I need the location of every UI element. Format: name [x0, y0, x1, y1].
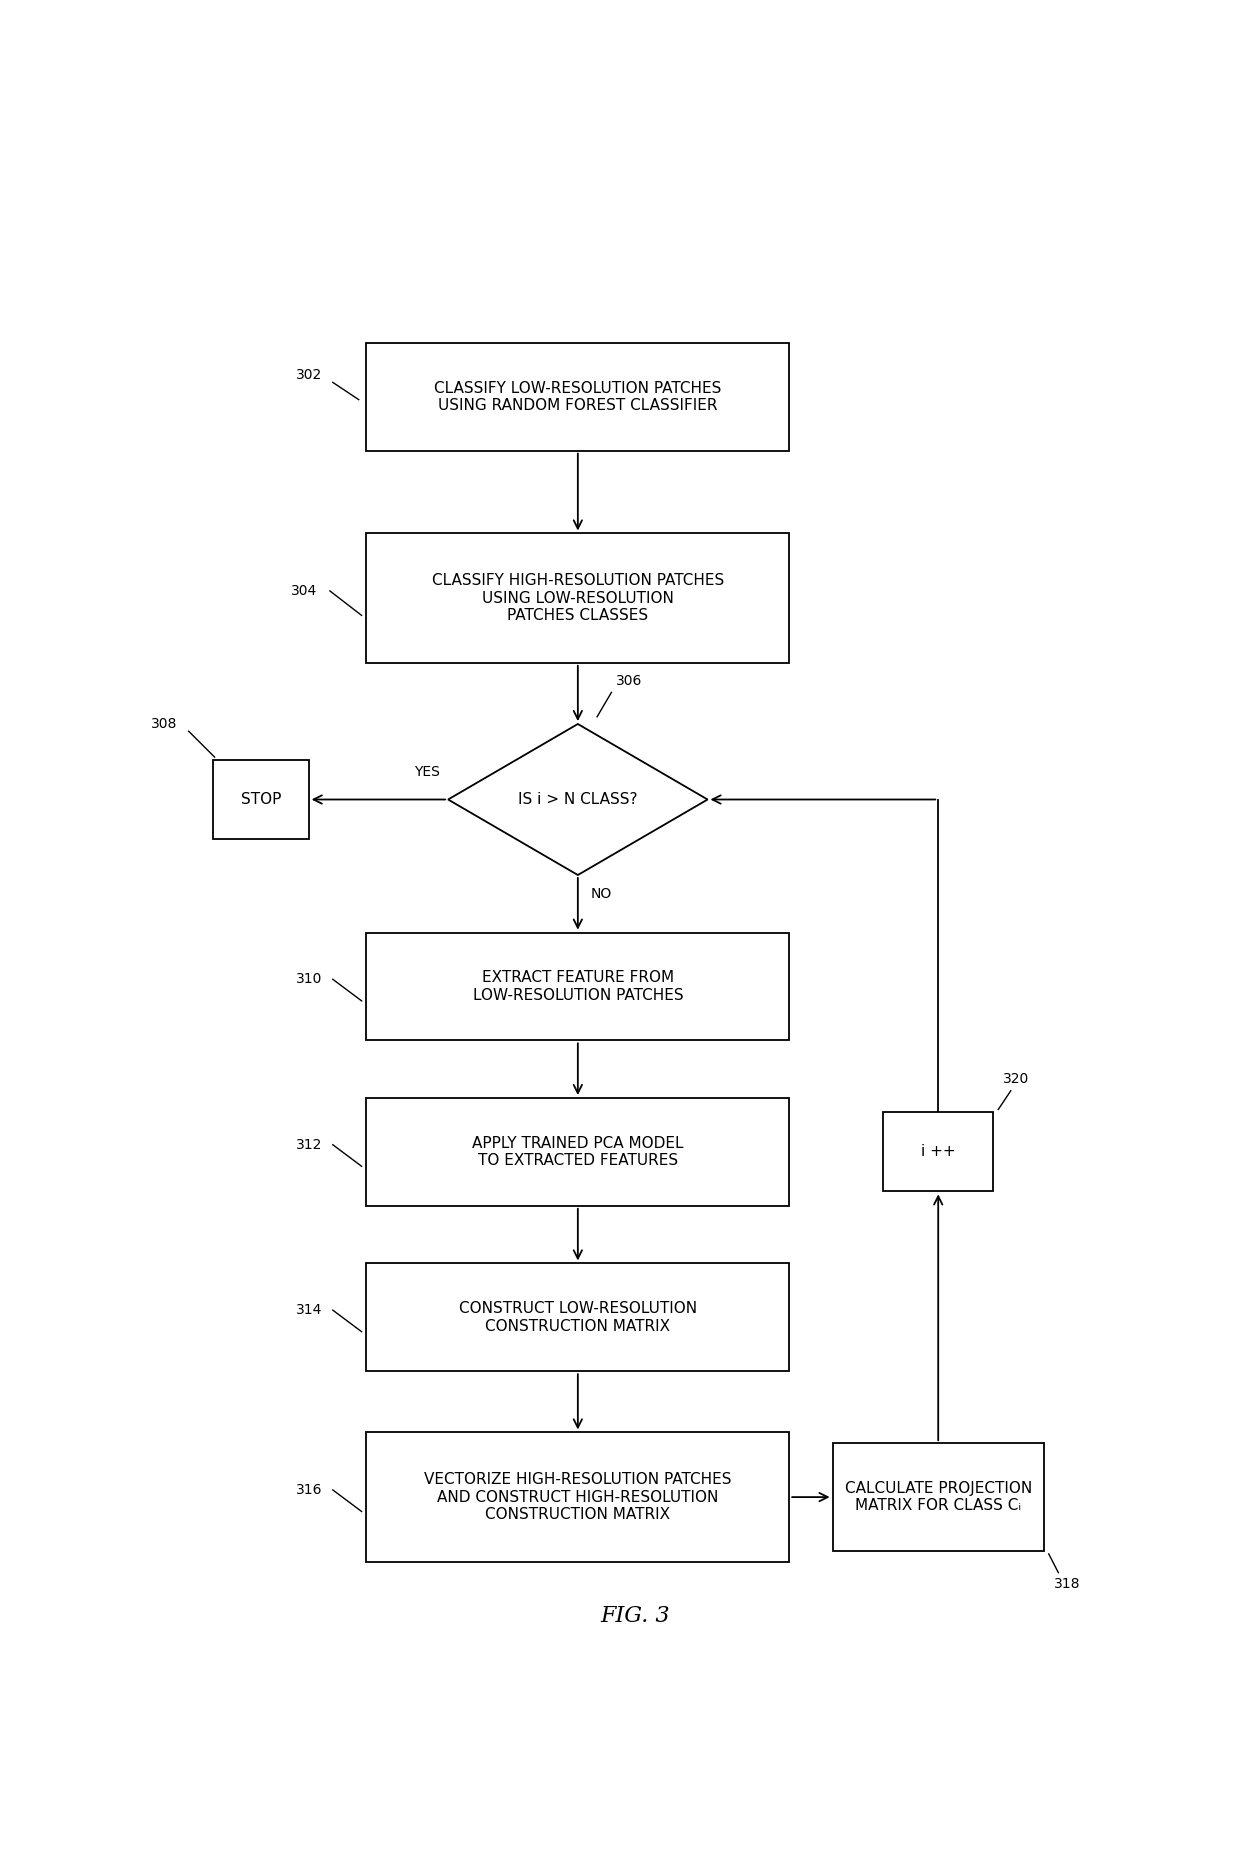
Text: 318: 318	[1054, 1577, 1080, 1592]
Text: CLASSIFY LOW-RESOLUTION PATCHES
USING RANDOM FOREST CLASSIFIER: CLASSIFY LOW-RESOLUTION PATCHES USING RA…	[434, 381, 722, 413]
Text: 306: 306	[616, 674, 642, 687]
Text: 310: 310	[295, 973, 322, 986]
Text: 308: 308	[151, 717, 177, 730]
FancyBboxPatch shape	[367, 1263, 789, 1371]
Text: 314: 314	[295, 1304, 322, 1317]
Text: EXTRACT FEATURE FROM
LOW-RESOLUTION PATCHES: EXTRACT FEATURE FROM LOW-RESOLUTION PATC…	[472, 969, 683, 1003]
Text: 302: 302	[295, 368, 322, 383]
FancyBboxPatch shape	[367, 534, 789, 663]
Text: FIG. 3: FIG. 3	[600, 1605, 671, 1627]
FancyBboxPatch shape	[367, 1433, 789, 1562]
Text: 320: 320	[1003, 1072, 1029, 1087]
Text: NO: NO	[590, 887, 611, 900]
Text: 312: 312	[295, 1138, 322, 1153]
Text: 316: 316	[295, 1483, 322, 1496]
Text: APPLY TRAINED PCA MODEL
TO EXTRACTED FEATURES: APPLY TRAINED PCA MODEL TO EXTRACTED FEA…	[472, 1136, 683, 1168]
Text: YES: YES	[414, 766, 440, 779]
Text: IS i > N CLASS?: IS i > N CLASS?	[518, 792, 637, 807]
Text: VECTORIZE HIGH-RESOLUTION PATCHES
AND CONSTRUCT HIGH-RESOLUTION
CONSTRUCTION MAT: VECTORIZE HIGH-RESOLUTION PATCHES AND CO…	[424, 1472, 732, 1522]
FancyBboxPatch shape	[213, 760, 309, 839]
Text: 304: 304	[291, 585, 317, 598]
Text: STOP: STOP	[241, 792, 281, 807]
FancyBboxPatch shape	[367, 1098, 789, 1207]
Polygon shape	[448, 725, 708, 874]
Text: CALCULATE PROJECTION
MATRIX FOR CLASS Cᵢ: CALCULATE PROJECTION MATRIX FOR CLASS Cᵢ	[844, 1481, 1032, 1513]
FancyBboxPatch shape	[832, 1444, 1044, 1550]
Text: CLASSIFY HIGH-RESOLUTION PATCHES
USING LOW-RESOLUTION
PATCHES CLASSES: CLASSIFY HIGH-RESOLUTION PATCHES USING L…	[432, 573, 724, 624]
Text: CONSTRUCT LOW-RESOLUTION
CONSTRUCTION MATRIX: CONSTRUCT LOW-RESOLUTION CONSTRUCTION MA…	[459, 1302, 697, 1334]
FancyBboxPatch shape	[367, 932, 789, 1040]
Text: i ++: i ++	[921, 1145, 956, 1160]
FancyBboxPatch shape	[883, 1111, 993, 1192]
FancyBboxPatch shape	[367, 344, 789, 450]
